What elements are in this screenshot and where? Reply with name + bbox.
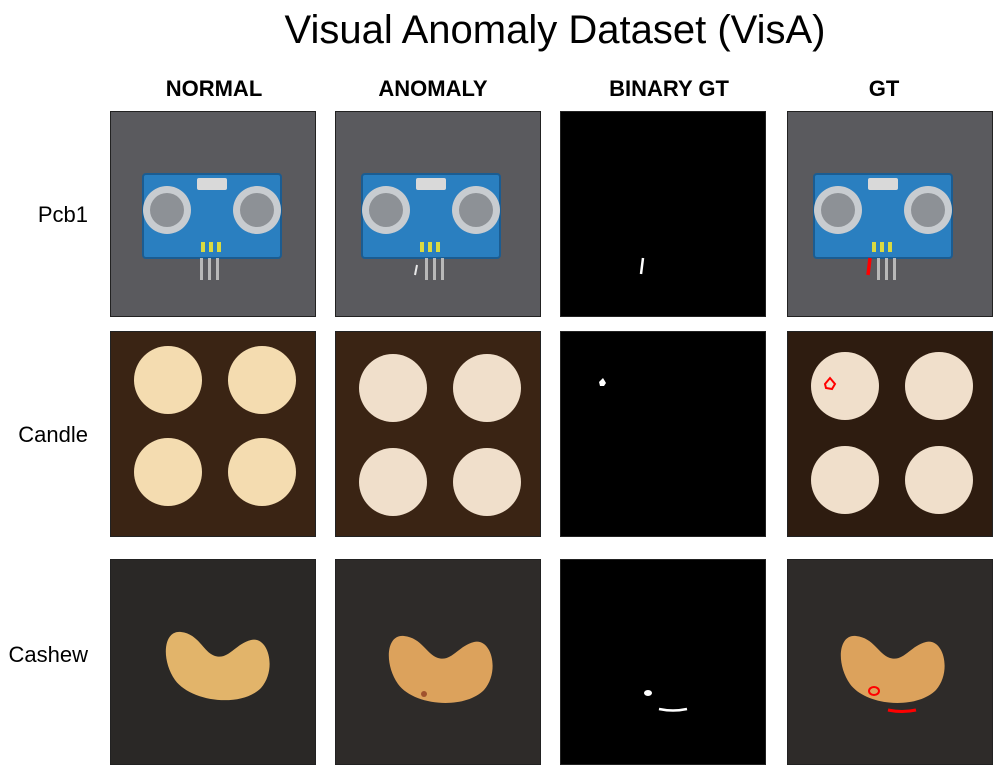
row-label-cashew: Cashew bbox=[8, 642, 88, 667]
image-pcb1-gt bbox=[787, 111, 993, 317]
image-cashew-binary-gt bbox=[560, 559, 766, 765]
image-candle-normal bbox=[110, 331, 316, 537]
image-candle-binary-gt bbox=[560, 331, 766, 537]
image-candle-gt bbox=[787, 331, 993, 537]
image-pcb1-anomaly bbox=[335, 111, 541, 317]
column-header-binary-gt: BINARY GT bbox=[609, 76, 729, 101]
image-cashew-anomaly bbox=[335, 559, 541, 765]
image-candle-anomaly bbox=[335, 331, 541, 537]
row-label-pcb1: Pcb1 bbox=[37, 202, 88, 227]
image-pcb1-normal bbox=[110, 111, 316, 317]
column-header-anomaly: ANOMALY bbox=[378, 76, 488, 101]
figure-title: Visual Anomaly Dataset (VisA) bbox=[284, 8, 826, 52]
column-header-gt: GT bbox=[868, 76, 900, 101]
image-cashew-normal bbox=[110, 559, 316, 765]
image-cashew-gt bbox=[787, 559, 993, 765]
row-label-candle: Candle bbox=[18, 422, 88, 447]
column-header-normal: NORMAL bbox=[165, 76, 263, 101]
image-pcb1-binary-gt bbox=[560, 111, 766, 317]
